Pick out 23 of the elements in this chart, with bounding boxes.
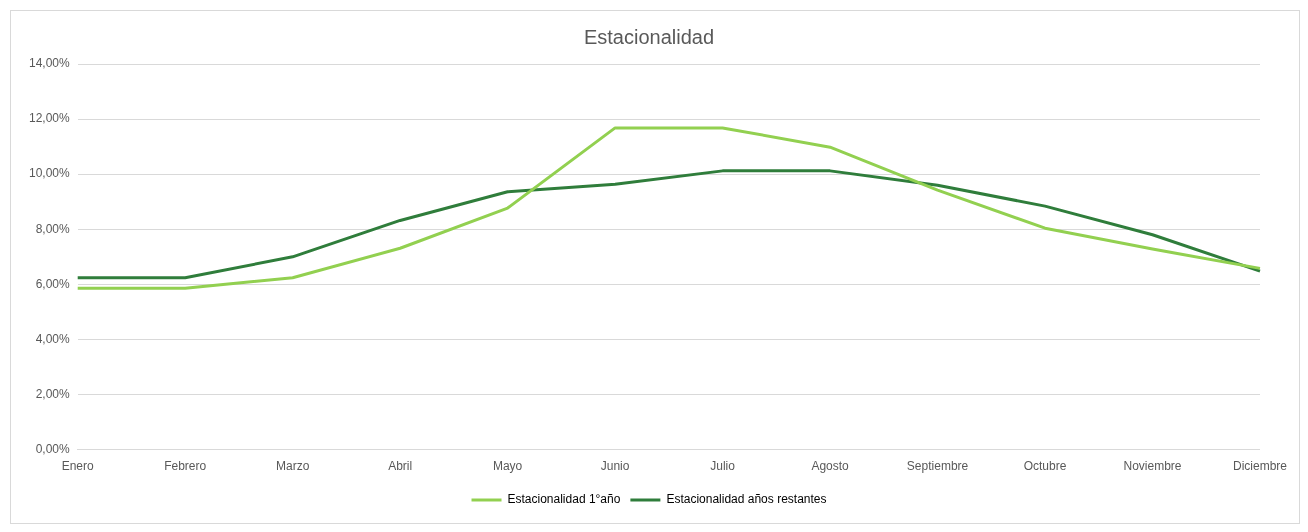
y-tick-label: 12,00% xyxy=(29,111,71,126)
y-tick-label: 10,00% xyxy=(29,166,71,181)
x-tick-label: Enero xyxy=(61,459,95,474)
x-tick-label: Septiembre xyxy=(906,459,969,474)
x-tick-label: Diciembre xyxy=(1232,459,1288,474)
y-tick-label: 6,00% xyxy=(35,276,71,291)
y-tick-label: 2,00% xyxy=(35,386,71,401)
y-tick-label: 4,00% xyxy=(35,331,71,346)
x-tick-label: Octubre xyxy=(1023,459,1067,474)
y-tick-label: 0,00% xyxy=(35,441,71,456)
x-tick-label: Febrero xyxy=(164,459,207,474)
x-tick-label: Marzo xyxy=(275,459,310,474)
y-tick-label: 8,00% xyxy=(35,221,71,236)
x-tick-label: Julio xyxy=(710,459,736,474)
chart-title: Estacionalidad xyxy=(583,25,715,48)
x-tick-label: Mayo xyxy=(492,459,523,474)
x-tick-label: Noviembre xyxy=(1123,459,1182,474)
x-tick-label: Junio xyxy=(600,459,630,474)
legend-label: Estacionalidad años restantes xyxy=(666,492,827,507)
y-tick-label: 14,00% xyxy=(29,56,71,71)
legend-label: Estacionalidad 1°año xyxy=(507,492,621,507)
x-tick-label: Agosto xyxy=(811,459,850,474)
x-tick-label: Abril xyxy=(388,459,413,474)
